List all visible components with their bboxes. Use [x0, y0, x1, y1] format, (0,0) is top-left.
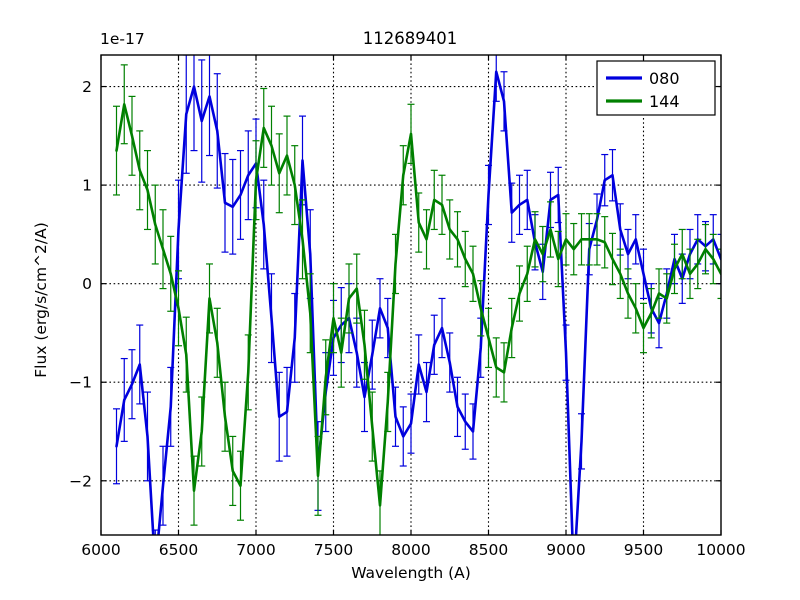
tick-layer: 6000 6500 7000 7500 8000 8500 9000 9500 10000 −2 −… — [69, 55, 746, 559]
y-tick-label: −1 — [69, 374, 92, 392]
x-tick-label: 8000 — [391, 541, 430, 559]
x-axis-label: Wavelength (A) — [351, 564, 471, 582]
y-tick-label: −2 — [69, 472, 92, 490]
x-tick-label: 6500 — [159, 541, 198, 559]
x-tick-label: 10000 — [696, 541, 745, 559]
line-080 — [115, 70, 721, 535]
x-tick-label: 6000 — [81, 541, 120, 559]
x-tick-label: 9500 — [624, 541, 663, 559]
x-tick-label: 7500 — [314, 541, 353, 559]
line-144 — [115, 102, 721, 507]
x-tick-label: 7000 — [236, 541, 275, 559]
page-title: 112689401 — [363, 29, 457, 48]
x-tick-label: 9000 — [546, 541, 585, 559]
data-series-layer — [113, 55, 721, 535]
y-tick-label: 0 — [82, 275, 92, 293]
x-tick-label: 8500 — [469, 541, 508, 559]
y-tick-label: 2 — [82, 78, 92, 96]
legend-label-144: 144 — [649, 92, 680, 111]
legend-box — [596, 60, 716, 116]
y-tick-label: 1 — [82, 177, 92, 195]
series-144 — [113, 64, 721, 535]
y-axis-label: Flux (erg/s/cm^2/A) — [32, 222, 50, 378]
legend-label-080: 080 — [649, 69, 680, 88]
y-axis-offset-label: 1e-17 — [100, 30, 145, 48]
